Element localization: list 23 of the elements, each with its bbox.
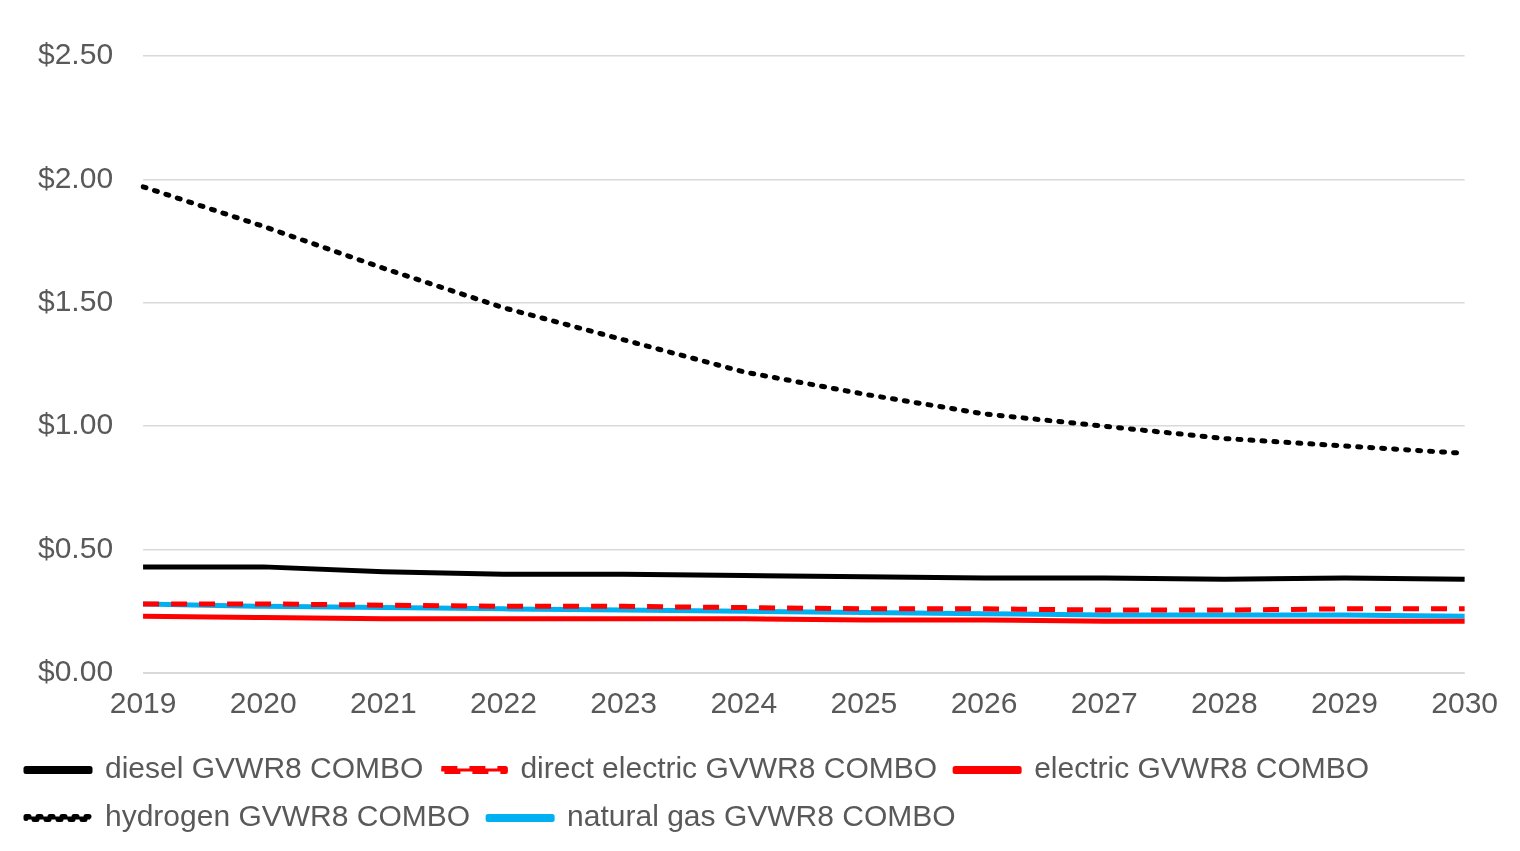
x-tick-label: 2024 [710, 686, 778, 720]
x-tick-label: 2030 [1431, 686, 1499, 720]
x-tick-label: 2022 [470, 686, 537, 720]
y-tick-label: $2.50 [38, 37, 114, 71]
legend-label: hydrogen GVWR8 COMBO [105, 799, 471, 833]
x-tick-label: 2025 [830, 686, 898, 720]
x-tick-label: 2029 [1311, 686, 1378, 720]
y-tick-label: $1.00 [38, 407, 114, 441]
x-tick-label: 2021 [349, 686, 417, 720]
legend-label: natural gas GVWR8 COMBO [567, 799, 956, 833]
x-tick-label: 2023 [590, 686, 658, 720]
x-tick-label: 2027 [1070, 686, 1138, 720]
x-tick-label: 2028 [1190, 686, 1258, 720]
y-tick-label: $0.50 [38, 530, 114, 564]
x-tick-label: 2020 [229, 686, 297, 720]
legend-label: direct electric GVWR8 COMBO [520, 751, 938, 785]
legend-label: diesel GVWR8 COMBO [105, 751, 424, 785]
legend-label: electric GVWR8 COMBO [1034, 751, 1370, 785]
x-tick-label: 2026 [950, 686, 1018, 720]
y-tick-label: $2.00 [38, 160, 114, 194]
x-tick-label: 2019 [109, 686, 177, 720]
y-tick-label: $1.50 [38, 284, 114, 318]
y-tick-label: $0.00 [38, 654, 114, 688]
